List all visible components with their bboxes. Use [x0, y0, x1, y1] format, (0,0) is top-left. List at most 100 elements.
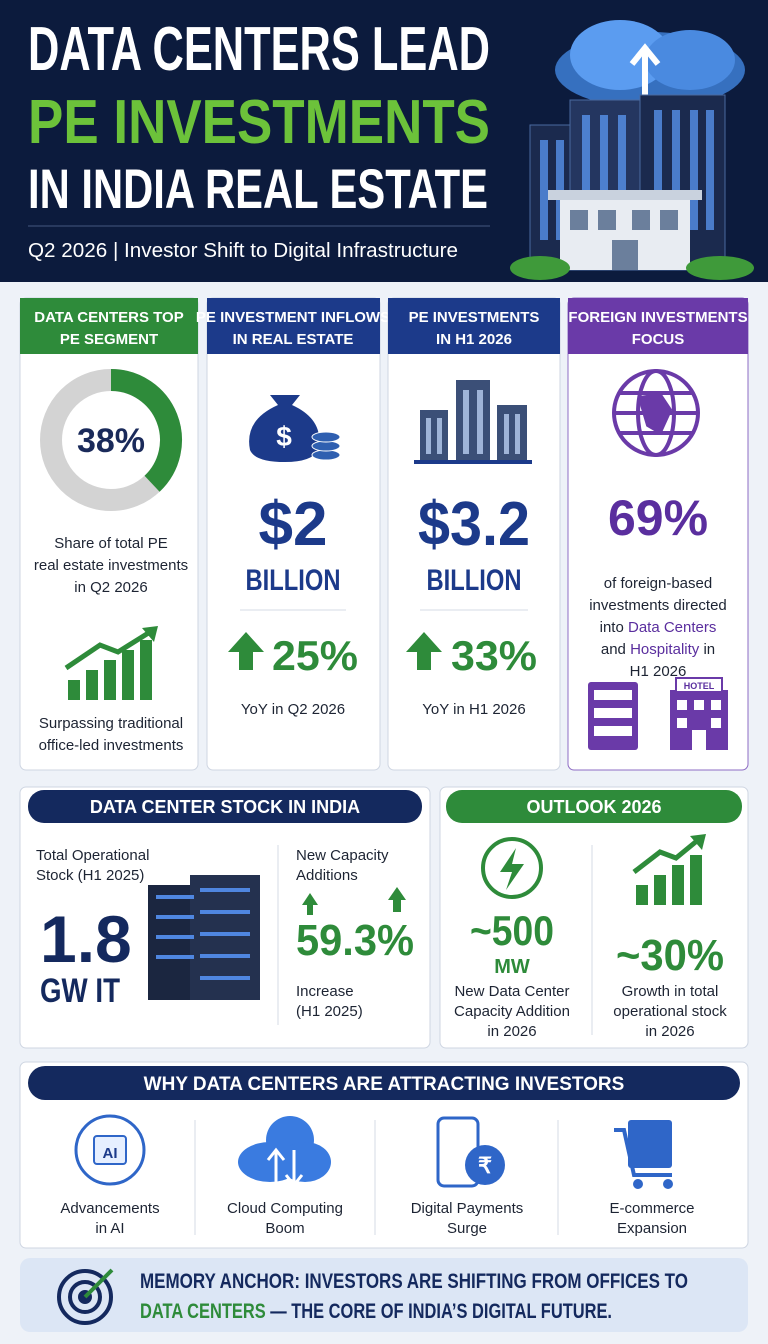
target-icon: [57, 1268, 114, 1325]
ai-icon: [74, 1114, 146, 1186]
card-title: PE SEGMENT: [60, 331, 158, 348]
unit: BILLION: [246, 564, 341, 597]
card-title: FOREIGN INVESTMENTS: [568, 309, 747, 326]
growth-icon: [64, 626, 158, 700]
card-text: of foreign-based: [604, 575, 712, 592]
icon-label: HOTEL: [684, 681, 715, 691]
anchor-highlight: DATA CENTERS: [140, 1300, 266, 1323]
card-text: and Hospitality in: [601, 641, 715, 658]
title-line: PE INVESTMENTS: [28, 88, 490, 157]
amount: $2: [259, 490, 328, 559]
card: DATA CENTERS TOP PE SEGMENT 38% Share of…: [19, 297, 199, 771]
card-text: into Data Centers: [600, 619, 717, 636]
power-icon: [481, 837, 543, 899]
title-line: IN INDIA REAL ESTATE: [28, 157, 488, 220]
label: New Data Center: [454, 983, 569, 1000]
unit: MW: [494, 956, 530, 978]
label: Additions: [296, 867, 358, 884]
rack-icon: [148, 875, 260, 1000]
why-panel: WHY DATA CENTERS ARE ATTRACTING INVESTOR…: [19, 1061, 749, 1249]
card-text: in Q2 2026: [74, 579, 147, 596]
label: Stock (H1 2025): [36, 867, 144, 884]
label: E-commerce: [609, 1200, 694, 1217]
buildings-icon: [414, 380, 532, 464]
growth-icon: [632, 834, 706, 905]
cloud-icon: [238, 1116, 331, 1188]
card-note: office-led investments: [39, 737, 184, 754]
text-part: in: [699, 641, 715, 658]
card: FOREIGN INVESTMENTS FOCUS 69% of foreign…: [567, 297, 749, 771]
anchor-banner: MEMORY ANCHOR: INVESTORS ARE SHIFTING FR…: [20, 1258, 748, 1332]
anchor-rest: — THE CORE OF INDIA’S DIGITAL FUTURE.: [266, 1300, 612, 1323]
value: ~30%: [616, 931, 724, 980]
label: New Capacity: [296, 847, 389, 864]
stock-panel: DATA CENTER STOCK IN INDIA Total Operati…: [19, 786, 431, 1049]
card-title: IN H1 2026: [436, 331, 512, 348]
panel-title: OUTLOOK 2026: [526, 797, 661, 817]
card-title: DATA CENTERS TOP: [34, 309, 183, 326]
value: 1.8: [40, 902, 132, 976]
text-highlight: Hospitality: [630, 641, 700, 658]
card-title: IN REAL ESTATE: [233, 331, 354, 348]
phone-icon: ₹: [436, 1116, 505, 1188]
panel-title: WHY DATA CENTERS ARE ATTRACTING INVESTOR…: [144, 1074, 625, 1095]
label: Increase: [296, 983, 354, 1000]
card-text: H1 2026: [630, 663, 687, 680]
text-part: into: [600, 619, 628, 636]
label: (H1 2025): [296, 1003, 363, 1020]
change: 33%: [451, 632, 537, 679]
icon-label: AI: [103, 1145, 118, 1162]
svg-text:$: $: [276, 421, 292, 452]
label: Digital Payments: [411, 1200, 524, 1217]
label: Total Operational: [36, 847, 149, 864]
subtitle: Q2 2026 | Investor Shift to Digital Infr…: [28, 240, 458, 262]
label: Growth in total: [622, 983, 719, 1000]
title-line: DATA CENTERS LEAD: [28, 15, 490, 84]
unit: BILLION: [427, 564, 522, 597]
card-text: investments directed: [589, 597, 727, 614]
value: ~500: [470, 907, 554, 954]
card-note: YoY in Q2 2026: [241, 701, 345, 718]
server-icon: [588, 682, 638, 750]
amount: 69%: [608, 490, 708, 546]
bolt: [500, 848, 524, 890]
card-title: PE INVESTMENTS: [409, 309, 540, 326]
donut-label: 38%: [77, 422, 145, 460]
label: in 2026: [487, 1023, 536, 1040]
text-part: and: [601, 641, 630, 658]
label: Cloud Computing: [227, 1200, 343, 1217]
label: Boom: [265, 1220, 304, 1237]
up-arrows: [302, 887, 406, 915]
up-arrow: [406, 632, 442, 670]
donut-arc: [110, 369, 182, 492]
panel-title: DATA CENTER STOCK IN INDIA: [90, 797, 360, 817]
label: Advancements: [60, 1200, 159, 1217]
card-note: YoY in H1 2026: [422, 701, 525, 718]
change: 25%: [272, 632, 358, 679]
svg-text:₹: ₹: [478, 1153, 492, 1178]
up-arrow: [228, 632, 264, 670]
label: in AI: [95, 1220, 124, 1237]
label: in 2026: [645, 1023, 694, 1040]
cart-icon: [614, 1120, 673, 1189]
card-note: Surpassing traditional: [39, 715, 183, 732]
card-text: real estate investments: [34, 557, 188, 574]
label: Capacity Addition: [454, 1003, 570, 1020]
hotel-icon: [670, 677, 728, 750]
card-title: PE INVESTMENT INFLOWS: [196, 309, 390, 326]
card-text: Share of total PE: [54, 535, 167, 552]
change: 59.3%: [296, 916, 414, 965]
anchor-text: DATA CENTERS — THE CORE OF INDIA’S DIGIT…: [140, 1300, 612, 1323]
card: PE INVESTMENTS IN H1 2026 $3.2 BILLION 3…: [387, 297, 561, 771]
card: PE INVESTMENT INFLOWS IN REAL ESTATE $ $…: [196, 297, 390, 771]
label: Expansion: [617, 1220, 687, 1237]
unit: GW IT: [40, 972, 120, 1010]
label: operational stock: [613, 1003, 727, 1020]
globe-icon: [612, 369, 700, 457]
anchor-text: MEMORY ANCHOR: INVESTORS ARE SHIFTING FR…: [140, 1270, 688, 1293]
outlook-panel: OUTLOOK 2026 ~500 MW New Data Center Cap…: [439, 786, 749, 1049]
text-highlight: Data Centers: [628, 619, 716, 636]
money-icon: $: [249, 395, 341, 462]
amount: $3.2: [418, 490, 530, 559]
